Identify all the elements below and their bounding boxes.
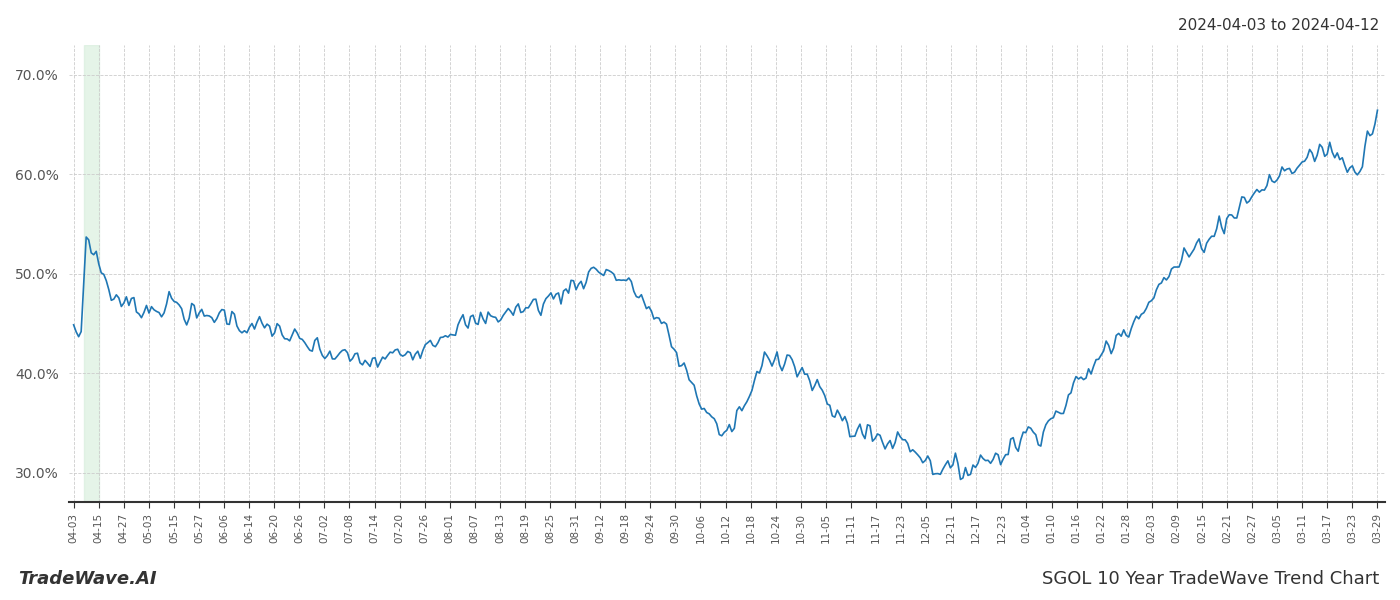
Bar <box>84 45 99 502</box>
Text: TradeWave.AI: TradeWave.AI <box>18 570 157 588</box>
Text: 2024-04-03 to 2024-04-12: 2024-04-03 to 2024-04-12 <box>1177 18 1379 33</box>
Text: SGOL 10 Year TradeWave Trend Chart: SGOL 10 Year TradeWave Trend Chart <box>1042 570 1379 588</box>
